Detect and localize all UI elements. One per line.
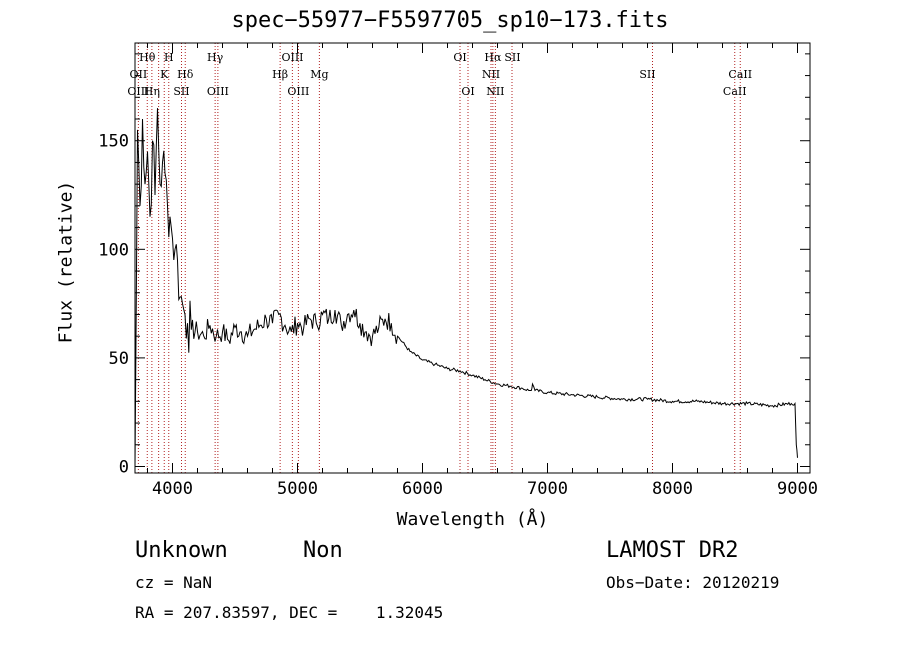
y-tick-label: 150 — [98, 132, 129, 152]
x-tick-label: 7000 — [527, 479, 568, 499]
x-tick-label: 6000 — [402, 479, 443, 499]
spectral-subclass: Non — [303, 538, 343, 563]
y-tick-label: 0 — [119, 457, 129, 477]
emission-line-markers — [137, 43, 741, 473]
y-tick-label: 50 — [109, 349, 129, 369]
emission-line-label: H — [164, 51, 174, 64]
emission-line-label: Hδ — [177, 68, 194, 81]
emission-line-label: SII — [639, 68, 655, 81]
emission-line-label: Hη — [144, 85, 160, 98]
emission-line-label: CaII — [723, 85, 747, 98]
emission-line-label: Hβ — [272, 68, 288, 81]
y-tick-label: 100 — [98, 240, 129, 260]
emission-line-label: OIII — [287, 85, 309, 98]
emission-line-label: Hγ — [207, 51, 224, 64]
ra-dec-coordinates: RA = 207.83597, DEC = 1.32045 — [135, 603, 444, 622]
y-axis-label: Flux (relative) — [55, 180, 77, 344]
emission-line-label: OIII — [127, 85, 149, 98]
spectral-class: Unknown — [135, 538, 228, 563]
x-tick-label: 4000 — [152, 479, 193, 499]
emission-line-label: SII — [504, 51, 520, 64]
x-tick-label: 5000 — [277, 479, 318, 499]
emission-line-label: OI — [453, 51, 466, 64]
emission-line-label: Hθ — [139, 51, 156, 64]
x-tick-label: 8000 — [652, 479, 693, 499]
emission-line-label: NII — [482, 68, 500, 81]
plot-frame — [134, 42, 811, 474]
observation-date: Obs−Date: 20120219 — [606, 573, 780, 592]
emission-line-label: OI — [461, 85, 474, 98]
redshift-cz: cz = NaN — [135, 573, 213, 592]
x-tick-label: 9000 — [777, 479, 818, 499]
emission-line-label: SII — [173, 85, 189, 98]
spectrum-line — [134, 108, 798, 467]
chart-title: spec−55977−F5597705_sp10−173.fits — [231, 8, 669, 33]
emission-line-label: OIII — [207, 85, 229, 98]
x-axis-label: Wavelength (Å) — [396, 509, 549, 530]
emission-line-label: K — [160, 68, 169, 81]
emission-line-label: OIII — [281, 51, 303, 64]
emission-line-label: Mg — [310, 68, 328, 81]
survey-name: LAMOST DR2 — [606, 538, 739, 563]
emission-line-label: OII — [130, 68, 148, 81]
emission-line-label: Hα — [484, 51, 502, 64]
emission-line-label: CaII — [728, 68, 752, 81]
axis-ticks: 4000 5000 6000 7000 8000 9000 0 50 100 150 — [98, 43, 818, 499]
emission-line-label: NII — [486, 85, 504, 98]
